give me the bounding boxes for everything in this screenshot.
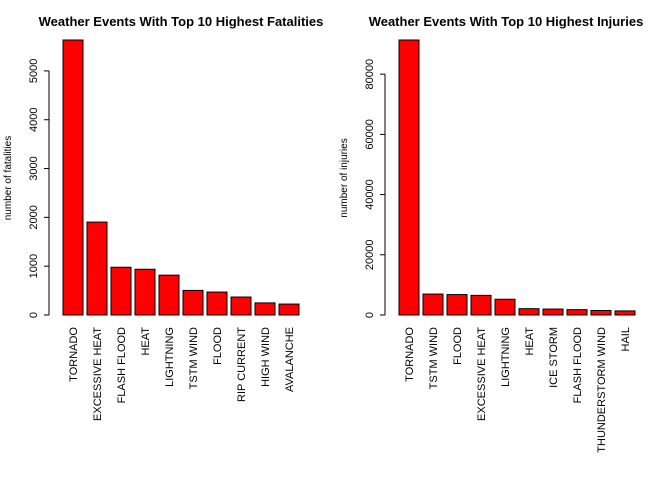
fatalities-bar: [158, 274, 180, 316]
fatalities-bar: [62, 39, 84, 316]
fatalities-y-tick-label: 2000: [28, 205, 40, 229]
fatalities-bar: [278, 303, 300, 316]
injuries-category-label: HEAT: [524, 327, 536, 356]
injuries-bar: [614, 310, 636, 316]
injuries-chart: Weather Events With Top 10 Highest Injur…: [339, 14, 643, 453]
fatalities-category-label: RIP CURRENT: [236, 327, 248, 402]
injuries-category-label: FLOOD: [452, 327, 464, 365]
injuries-category-label: ICE STORM: [548, 327, 560, 388]
injuries-bar: [494, 298, 516, 316]
injuries-bar: [566, 309, 588, 316]
fatalities-chart: Weather Events With Top 10 Highest Fatal…: [3, 14, 323, 421]
fatalities-y-tick-label: 4000: [28, 107, 40, 131]
injuries-bar: [422, 293, 444, 316]
fatalities-category-label: AVALANCHE: [284, 327, 296, 392]
fatalities-y-axis-label: number of fatalities: [3, 136, 14, 221]
fatalities-bar: [206, 291, 228, 316]
injuries-y-tick-label: 40000: [364, 179, 376, 210]
fatalities-bar: [182, 289, 204, 316]
injuries-bar: [470, 294, 492, 316]
injuries-bar: [590, 310, 612, 316]
injuries-y-axis-label: number of injuries: [339, 138, 350, 217]
fatalities-category-label: TORNADO: [68, 327, 80, 382]
fatalities-chart-title: Weather Events With Top 10 Highest Fatal…: [39, 14, 324, 29]
fatalities-category-label: HIGH WIND: [260, 327, 272, 387]
injuries-category-label: TSTM WIND: [428, 327, 440, 389]
fatalities-category-label: HEAT: [140, 327, 152, 356]
injuries-category-label: THUNDERSTORM WIND: [596, 327, 608, 453]
fatalities-category-label: FLASH FLOOD: [116, 327, 128, 403]
fatalities-category-label: TSTM WIND: [188, 327, 200, 389]
injuries-y-tick-label: 80000: [364, 59, 376, 90]
injuries-bar: [398, 39, 420, 316]
injuries-bar: [446, 294, 468, 316]
fatalities-category-label: EXCESSIVE HEAT: [92, 327, 104, 421]
injuries-category-label: HAIL: [620, 327, 632, 351]
injuries-category-label: FLASH FLOOD: [572, 327, 584, 403]
fatalities-category-label: FLOOD: [212, 327, 224, 365]
injuries-y-tick-label: 60000: [364, 119, 376, 150]
fatalities-y-tick-label: 1000: [28, 254, 40, 278]
injuries-bar: [542, 308, 564, 316]
fatalities-bar: [110, 266, 132, 316]
injuries-category-label: TORNADO: [404, 327, 416, 382]
injuries-category-label: LIGHTNING: [500, 327, 512, 387]
injuries-chart-title: Weather Events With Top 10 Highest Injur…: [369, 14, 644, 29]
fatalities-category-label: LIGHTNING: [164, 327, 176, 387]
injuries-y-tick-label: 20000: [364, 239, 376, 270]
injuries-y-tick-label: 0: [364, 312, 376, 318]
injuries-bar: [518, 308, 540, 316]
fatalities-bar: [134, 268, 156, 316]
fatalities-y-tick-label: 3000: [28, 156, 40, 180]
fatalities-bar: [254, 302, 276, 316]
fatalities-y-tick-label: 5000: [28, 59, 40, 83]
fatalities-y-tick-label: 0: [28, 312, 40, 318]
injuries-category-label: EXCESSIVE HEAT: [476, 327, 488, 421]
fatalities-bar: [86, 221, 108, 316]
fatalities-bar: [230, 296, 252, 316]
